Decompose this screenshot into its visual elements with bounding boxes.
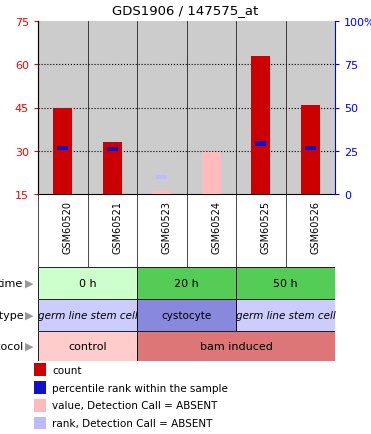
Bar xyxy=(236,299,335,331)
Bar xyxy=(103,143,122,194)
Bar xyxy=(137,299,236,331)
Text: 0 h: 0 h xyxy=(79,278,96,288)
Bar xyxy=(137,22,187,194)
Text: GDS1906 / 147575_at: GDS1906 / 147575_at xyxy=(112,4,259,17)
Text: germ line stem cell: germ line stem cell xyxy=(37,310,137,320)
Text: value, Detection Call = ABSENT: value, Detection Call = ABSENT xyxy=(52,400,217,410)
Text: 20 h: 20 h xyxy=(174,278,199,288)
Bar xyxy=(137,331,335,361)
Bar xyxy=(286,22,335,194)
Text: GSM60525: GSM60525 xyxy=(261,201,271,253)
Bar xyxy=(88,22,137,194)
Bar xyxy=(236,22,286,194)
Text: GSM60523: GSM60523 xyxy=(162,201,172,253)
Bar xyxy=(34,364,46,376)
Text: germ line stem cell: germ line stem cell xyxy=(236,310,335,320)
Bar xyxy=(137,267,236,299)
Bar xyxy=(57,146,68,151)
Bar xyxy=(251,56,270,194)
Text: rank, Detection Call = ABSENT: rank, Detection Call = ABSENT xyxy=(52,418,212,428)
Bar xyxy=(301,105,320,194)
Bar xyxy=(255,142,266,146)
Text: ▶: ▶ xyxy=(25,310,33,320)
Bar xyxy=(156,175,167,179)
Text: bam induced: bam induced xyxy=(200,341,272,351)
Text: count: count xyxy=(52,365,81,375)
Bar xyxy=(34,417,46,429)
Bar xyxy=(38,299,137,331)
Text: ▶: ▶ xyxy=(25,278,33,288)
Bar xyxy=(202,153,221,194)
Text: GSM60524: GSM60524 xyxy=(211,201,221,253)
Text: ▶: ▶ xyxy=(25,341,33,351)
Text: GSM60526: GSM60526 xyxy=(310,201,320,253)
Bar xyxy=(152,192,171,194)
Text: 50 h: 50 h xyxy=(273,278,298,288)
Bar xyxy=(187,22,236,194)
Bar xyxy=(107,148,118,152)
Bar xyxy=(305,146,316,151)
Bar xyxy=(38,22,88,194)
Text: control: control xyxy=(68,341,107,351)
Text: GSM60521: GSM60521 xyxy=(112,201,122,253)
Text: cell type: cell type xyxy=(0,310,23,320)
Bar xyxy=(38,331,137,361)
Text: percentile rank within the sample: percentile rank within the sample xyxy=(52,383,228,393)
Bar xyxy=(53,108,72,194)
Text: time: time xyxy=(0,278,23,288)
Bar xyxy=(34,381,46,394)
Bar xyxy=(38,267,137,299)
Text: cystocyte: cystocyte xyxy=(161,310,211,320)
Text: protocol: protocol xyxy=(0,341,23,351)
Bar xyxy=(236,267,335,299)
Bar xyxy=(34,399,46,412)
Text: GSM60520: GSM60520 xyxy=(63,201,73,253)
